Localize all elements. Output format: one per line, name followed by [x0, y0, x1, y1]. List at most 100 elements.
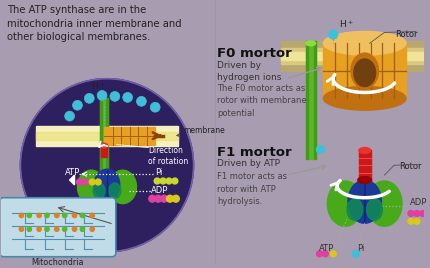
Text: The ATP synthase are in the
mitochondria inner membrane and
other biological mem: The ATP synthase are in the mitochondria…	[6, 5, 181, 42]
Ellipse shape	[323, 31, 406, 55]
Text: F1 mortor: F1 mortor	[217, 146, 292, 159]
Text: Mitochondria: Mitochondria	[31, 258, 84, 267]
Circle shape	[160, 195, 167, 202]
Text: ADP: ADP	[410, 198, 427, 207]
Circle shape	[166, 178, 172, 184]
Bar	[281, 48, 424, 64]
Ellipse shape	[323, 87, 406, 110]
Text: Pi: Pi	[357, 244, 364, 253]
Circle shape	[27, 213, 31, 218]
Text: Rotor: Rotor	[399, 162, 422, 171]
Circle shape	[414, 210, 420, 216]
Ellipse shape	[347, 199, 363, 220]
Circle shape	[80, 227, 85, 231]
Bar	[100, 98, 102, 211]
Bar	[281, 41, 424, 71]
Ellipse shape	[367, 181, 402, 226]
Bar	[104, 127, 155, 145]
Circle shape	[37, 213, 41, 218]
Text: Rotor: Rotor	[395, 29, 418, 39]
Circle shape	[166, 195, 173, 202]
Text: F1 motor acts as
rotor with ATP
hydrolysis.: F1 motor acts as rotor with ATP hydrolys…	[217, 172, 287, 206]
Ellipse shape	[93, 183, 105, 199]
Text: ATP: ATP	[64, 168, 80, 177]
Bar	[359, 151, 371, 180]
Circle shape	[80, 213, 85, 218]
Circle shape	[160, 178, 166, 184]
Circle shape	[316, 251, 322, 257]
Circle shape	[95, 179, 101, 185]
Circle shape	[172, 195, 179, 202]
Text: ATP: ATP	[319, 244, 334, 253]
FancyBboxPatch shape	[0, 198, 116, 257]
Circle shape	[149, 195, 156, 202]
Circle shape	[55, 227, 59, 231]
Text: Direction
of rotation: Direction of rotation	[148, 146, 188, 166]
Circle shape	[408, 210, 414, 216]
Circle shape	[155, 195, 162, 202]
Ellipse shape	[94, 169, 120, 201]
Circle shape	[62, 213, 67, 218]
Text: F0 mortor: F0 mortor	[217, 47, 292, 60]
Bar	[323, 43, 406, 98]
Circle shape	[110, 91, 120, 101]
Circle shape	[90, 213, 95, 218]
Text: membrane: membrane	[177, 126, 225, 137]
Bar	[306, 41, 307, 159]
Bar	[281, 52, 424, 60]
Text: H$^+$: H$^+$	[91, 81, 106, 92]
Circle shape	[172, 178, 178, 184]
Circle shape	[89, 179, 95, 185]
Ellipse shape	[354, 59, 375, 87]
Ellipse shape	[101, 143, 107, 148]
Circle shape	[64, 111, 74, 121]
Bar	[36, 126, 178, 146]
Circle shape	[21, 79, 194, 252]
Bar	[36, 132, 178, 140]
Ellipse shape	[77, 170, 105, 204]
Circle shape	[84, 94, 94, 103]
Circle shape	[352, 250, 360, 258]
Bar	[100, 98, 108, 211]
Circle shape	[19, 213, 24, 218]
Circle shape	[45, 227, 49, 231]
Circle shape	[408, 218, 414, 224]
Bar	[313, 41, 316, 159]
Circle shape	[77, 179, 83, 185]
Bar	[101, 144, 107, 157]
Circle shape	[73, 100, 83, 110]
Ellipse shape	[348, 180, 381, 223]
Circle shape	[420, 210, 426, 216]
Polygon shape	[70, 175, 74, 185]
Circle shape	[90, 227, 95, 231]
Circle shape	[37, 227, 41, 231]
Bar	[106, 98, 108, 211]
Ellipse shape	[359, 148, 371, 154]
Text: Driven by ATP: Driven by ATP	[217, 159, 280, 168]
Circle shape	[27, 227, 31, 231]
Bar	[306, 41, 316, 159]
Circle shape	[19, 227, 24, 231]
Ellipse shape	[367, 199, 382, 220]
Circle shape	[330, 251, 336, 257]
Circle shape	[72, 213, 77, 218]
Ellipse shape	[306, 41, 316, 46]
Text: Pi: Pi	[155, 168, 163, 177]
Circle shape	[136, 96, 146, 106]
Ellipse shape	[109, 170, 136, 204]
Circle shape	[123, 92, 132, 102]
Text: ADP: ADP	[151, 186, 169, 195]
Ellipse shape	[358, 177, 372, 184]
Circle shape	[72, 227, 77, 231]
Circle shape	[329, 29, 338, 39]
Circle shape	[154, 178, 160, 184]
Ellipse shape	[327, 181, 363, 226]
Circle shape	[45, 213, 49, 218]
Text: Driven by
hydrogen ions: Driven by hydrogen ions	[217, 61, 282, 82]
Circle shape	[97, 91, 107, 100]
Text: The F0 motor acts as
rotor with membrane
potential: The F0 motor acts as rotor with membrane…	[217, 84, 307, 118]
Ellipse shape	[109, 183, 121, 199]
Circle shape	[62, 227, 67, 231]
Circle shape	[316, 145, 325, 154]
Circle shape	[414, 218, 420, 224]
